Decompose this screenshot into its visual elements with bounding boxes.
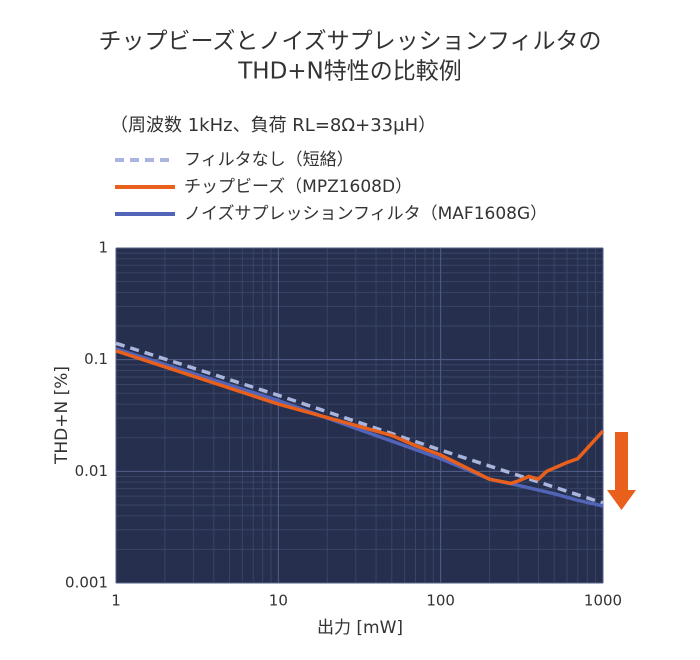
y-tick-label: 0.001 xyxy=(65,574,108,592)
chart-title: THD+N特性の比較例 xyxy=(237,59,462,85)
x-tick-label: 1000 xyxy=(584,592,622,610)
x-tick-label: 10 xyxy=(269,592,288,610)
y-tick-label: 0.01 xyxy=(75,462,108,480)
legend-label: チップビーズ（MPZ1608D） xyxy=(184,177,412,197)
x-axis-label: 出力 [mW] xyxy=(317,618,403,638)
legend-label: ノイズサプレッションフィルタ（MAF1608G） xyxy=(184,204,547,224)
plot-area xyxy=(116,248,603,583)
x-tick-label: 100 xyxy=(426,592,455,610)
series-line xyxy=(115,341,604,505)
chart-subtitle: （周波数 1kHz、負荷 RL=8Ω+33μH） xyxy=(110,115,436,136)
arrow xyxy=(607,432,636,510)
chart-title: チップビーズとノイズサプレッションフィルタの xyxy=(98,29,601,55)
legend-label: フィルタなし（短絡） xyxy=(184,150,354,170)
y-tick-label: 0.1 xyxy=(84,350,108,368)
y-axis-label: THD+N [%] xyxy=(52,366,72,465)
x-tick-label: 1 xyxy=(111,592,121,610)
series-line xyxy=(115,349,605,486)
y-tick-label: 1 xyxy=(98,239,108,257)
